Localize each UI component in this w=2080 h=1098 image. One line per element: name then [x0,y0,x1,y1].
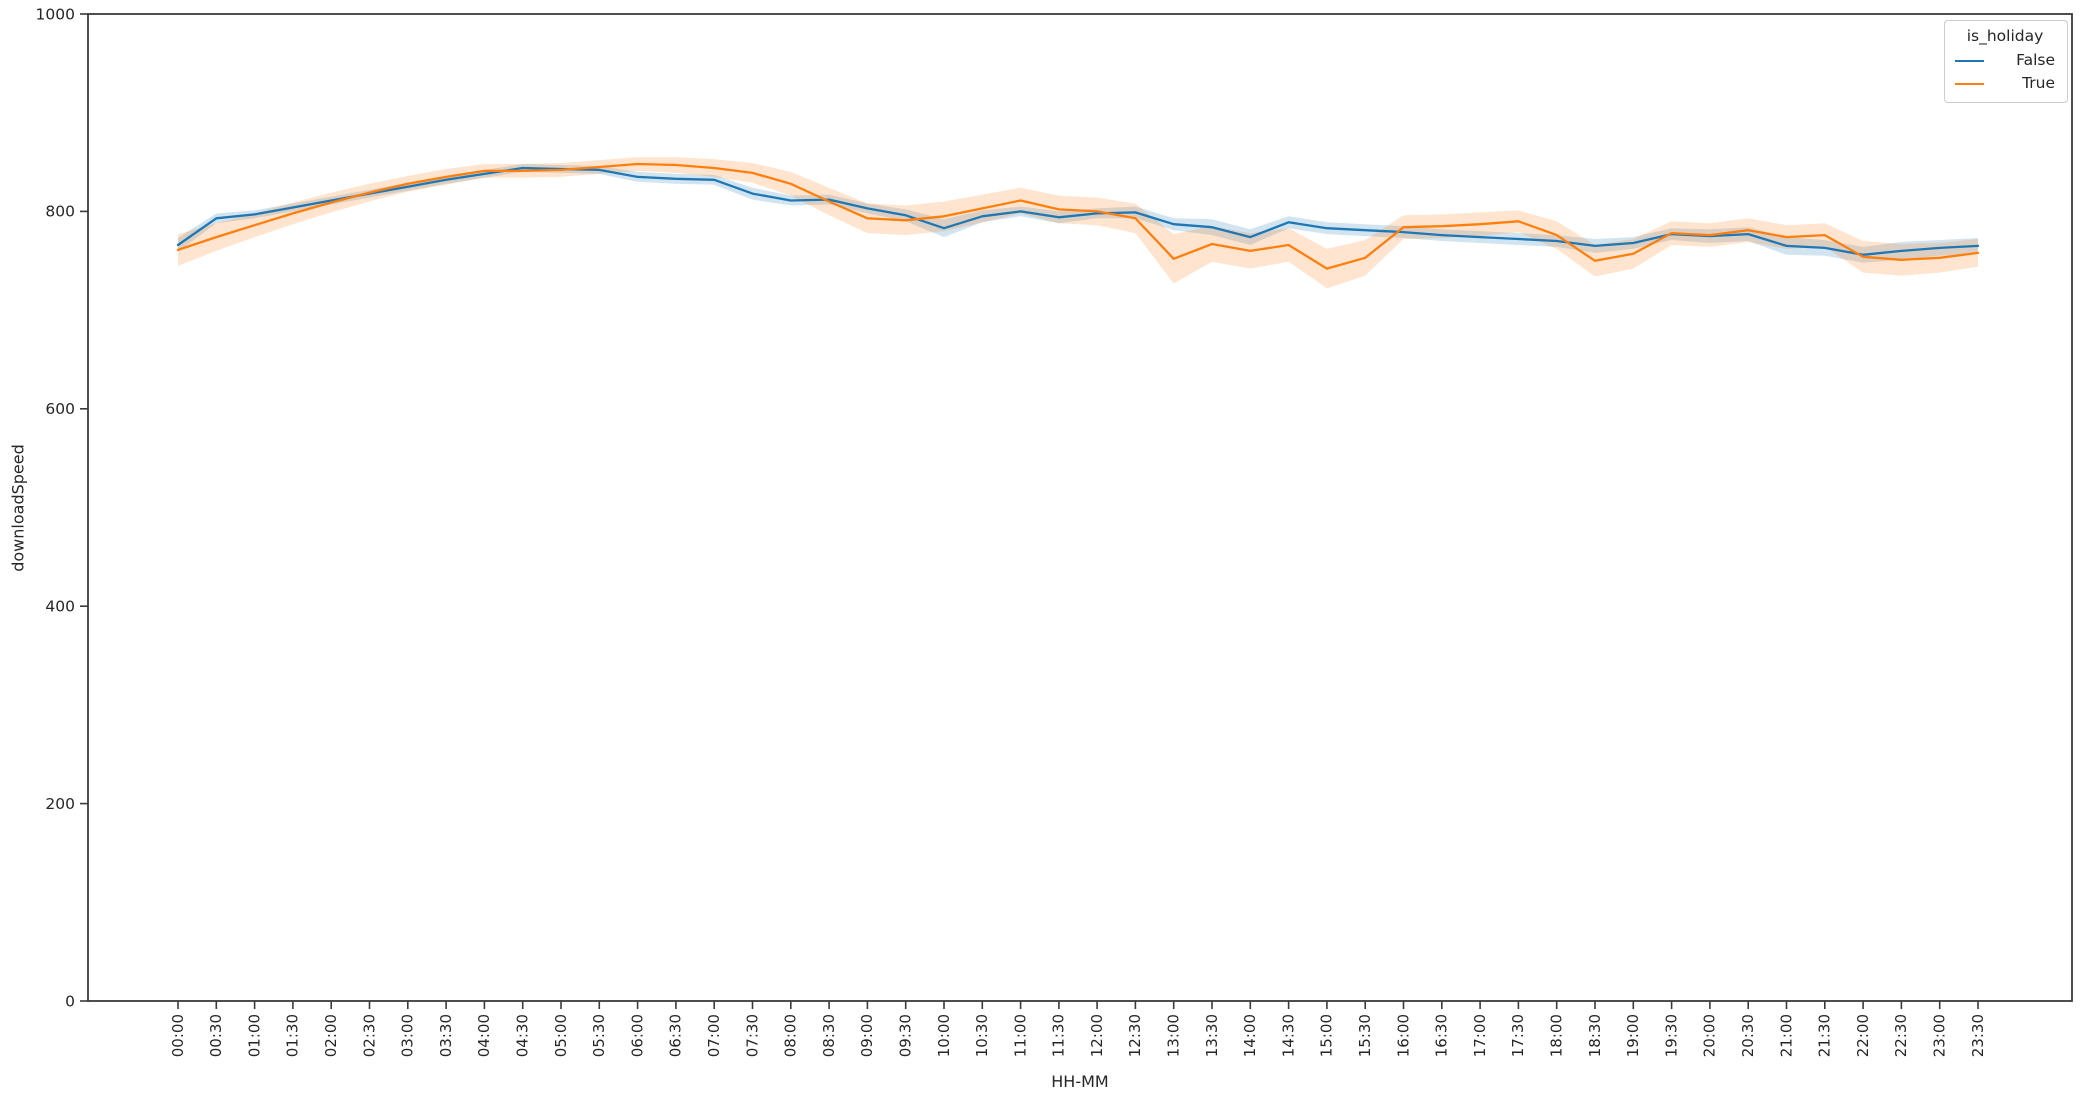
y-axis-label: downloadSpeed [8,444,28,572]
x-tick-label: 14:00 [1241,1014,1259,1057]
x-tick-label: 18:30 [1586,1014,1604,1057]
legend-label-false: False [2016,51,2055,69]
legend-line-swatch-true [1955,82,1984,85]
ci-band-true [178,157,1978,289]
x-tick-label: 22:30 [1892,1014,1910,1057]
y-tick-label: 0 [65,992,75,1010]
x-tick-label: 02:30 [360,1014,378,1057]
x-tick-label: 04:30 [514,1014,532,1057]
x-tick-label: 12:30 [1126,1014,1144,1057]
legend-line-swatch-false [1955,59,1984,62]
x-tick-label: 01:30 [284,1014,302,1057]
x-tick-label: 13:30 [1203,1014,1221,1057]
x-tick-label: 15:30 [1356,1014,1374,1057]
x-tick-label: 14:30 [1279,1014,1297,1057]
x-tick-label: 06:00 [628,1014,646,1057]
x-tick-label: 20:30 [1739,1014,1757,1057]
y-tick-label: 1000 [36,5,75,23]
x-tick-label: 12:00 [1088,1014,1106,1057]
x-tick-label: 07:00 [705,1014,723,1057]
x-tick-label: 16:00 [1394,1014,1412,1057]
x-axis-label: HH-MM [1051,1072,1109,1091]
y-tick-label: 200 [45,795,75,813]
y-tick-label: 600 [45,400,75,418]
x-tick-label: 09:30 [897,1014,915,1057]
x-tick-label: 23:30 [1969,1014,1987,1057]
legend-label-true: True [2022,74,2055,92]
ci-band-false [178,164,1978,263]
x-tick-label: 00:30 [207,1014,225,1057]
legend: is_holiday False True [1944,20,2068,103]
x-tick-label: 10:00 [935,1014,953,1057]
x-tick-label: 08:00 [782,1014,800,1057]
legend-entry-true: True [1953,72,2057,95]
x-tick-label: 00:00 [169,1014,187,1057]
x-tick-label: 19:30 [1662,1014,1680,1057]
series-line-true [176,162,1980,270]
x-tick-label: 15:00 [1318,1014,1336,1057]
x-tick-label: 04:00 [475,1014,493,1057]
x-tick-label: 13:00 [1165,1014,1183,1057]
x-tick-label: 17:30 [1509,1014,1527,1057]
x-tick-label: 21:30 [1816,1014,1834,1057]
x-tick-label: 03:00 [399,1014,417,1057]
x-tick-label: 05:00 [552,1014,570,1057]
x-tick-label: 06:30 [667,1014,685,1057]
y-tick-label: 400 [45,597,75,615]
x-tick-label: 01:00 [245,1014,263,1057]
x-tick-label: 22:00 [1854,1014,1872,1057]
x-tick-label: 10:30 [973,1014,991,1057]
x-tick-label: 19:00 [1624,1014,1642,1057]
x-tick-label: 17:00 [1471,1014,1489,1057]
x-tick-label: 07:30 [743,1014,761,1057]
y-tick-label: 800 [45,203,75,221]
x-tick-label: 11:30 [1050,1014,1068,1057]
plot-border [87,13,2073,1002]
x-tick-label: 09:00 [858,1014,876,1057]
x-tick-label: 02:00 [322,1014,340,1057]
x-tick-label: 20:00 [1701,1014,1719,1057]
x-tick-label: 16:30 [1433,1014,1451,1057]
x-tick-label: 23:00 [1931,1014,1949,1057]
x-tick-label: 18:00 [1548,1014,1566,1057]
x-tick-label: 08:30 [820,1014,838,1057]
legend-title: is_holiday [1966,27,2044,45]
x-tick-label: 21:00 [1777,1014,1795,1057]
x-tick-label: 05:30 [590,1014,608,1057]
legend-entry-false: False [1953,49,2057,72]
x-tick-label: 03:30 [437,1014,455,1057]
x-tick-label: 11:00 [1011,1014,1029,1057]
